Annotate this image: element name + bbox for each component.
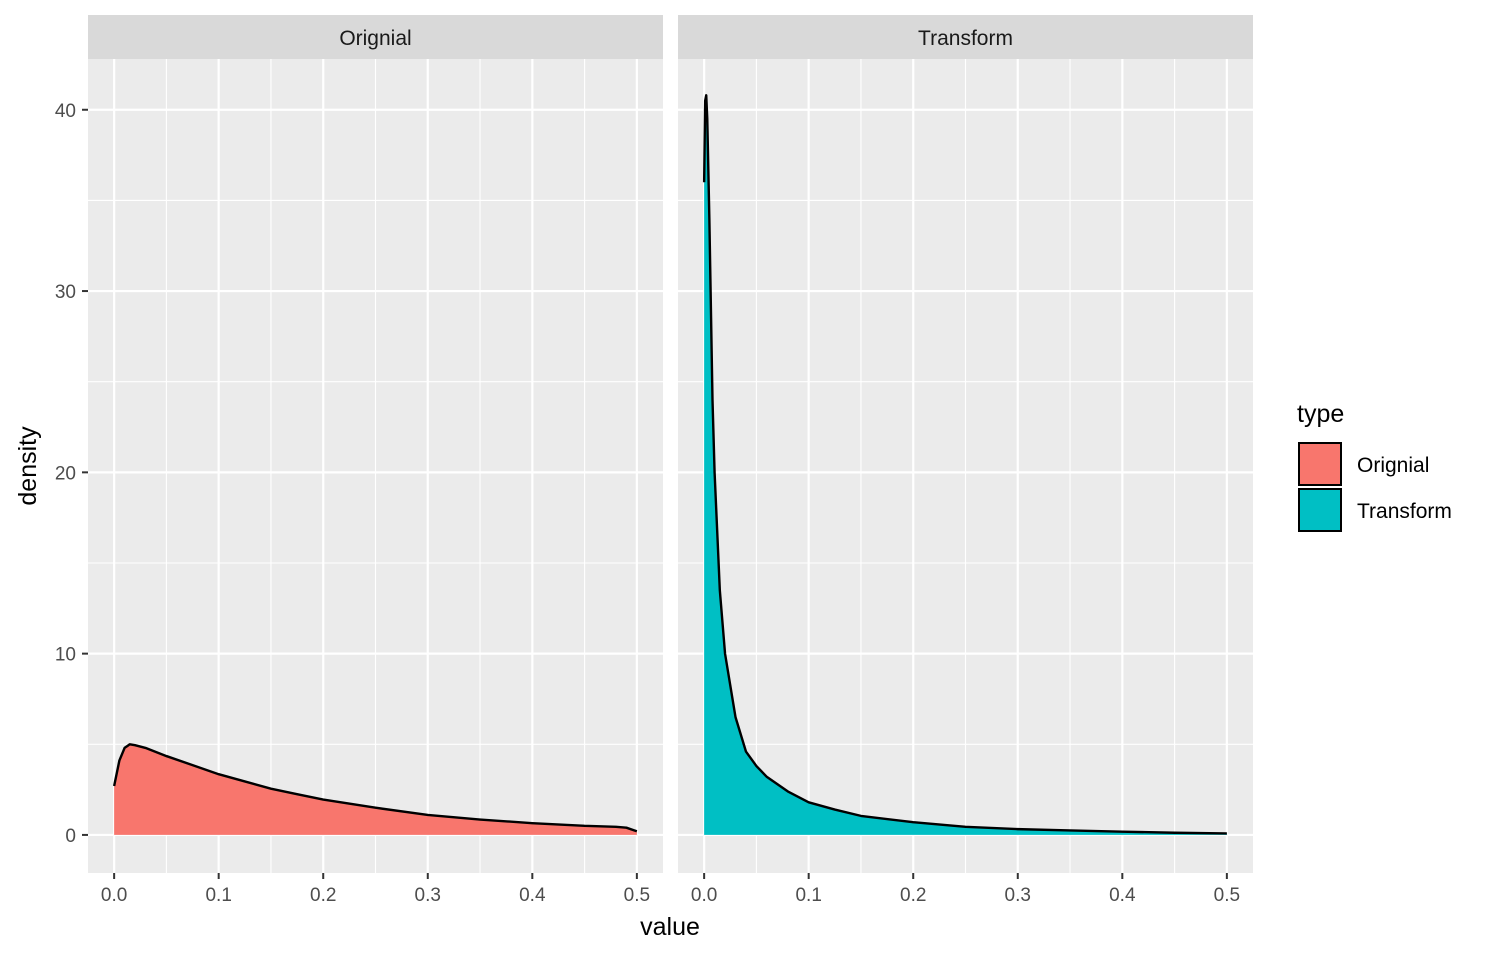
x-tick-label: 0.0	[691, 885, 717, 906]
strip-label: Orignial	[339, 27, 411, 50]
strip-background	[678, 15, 1253, 59]
density-outline	[702, 94, 1227, 835]
legend-item-orignial: Orignial	[1298, 442, 1429, 486]
x-tick-label: 0.4	[1109, 885, 1136, 906]
x-axis-orignial: 0.0 0.1 0.2 0.3 0.4 0.5	[101, 873, 650, 906]
strip-label: Transform	[918, 27, 1013, 50]
x-tick-label: 0.4	[519, 885, 546, 906]
x-tick-label: 0.2	[310, 885, 336, 906]
x-tick-label: 0.3	[1005, 885, 1031, 906]
strip-background	[88, 15, 663, 59]
x-tick-label: 0.2	[900, 885, 926, 906]
panel-orignial	[88, 59, 663, 873]
x-tick-label: 0.1	[795, 885, 821, 906]
y-axis-title: density	[14, 426, 42, 506]
legend-key	[1298, 442, 1342, 486]
x-tick-label: 0.5	[1214, 885, 1240, 906]
y-tick-label: 0	[65, 826, 76, 847]
x-axis-transform: 0.0 0.1 0.2 0.3 0.4 0.5	[691, 873, 1240, 906]
y-tick-label: 10	[55, 645, 76, 666]
y-tick-label: 30	[55, 282, 76, 303]
legend-title: type	[1297, 400, 1344, 428]
x-tick-label: 0.5	[624, 885, 650, 906]
legend: type Orignial Transform	[1297, 400, 1452, 532]
strip-transform: Transform	[678, 15, 1253, 59]
x-tick-label: 0.0	[101, 885, 127, 906]
density-outline	[112, 743, 638, 833]
x-axis-title: value	[640, 913, 700, 941]
legend-label: Transform	[1357, 500, 1452, 523]
y-tick-label: 40	[55, 101, 76, 122]
legend-key	[1298, 488, 1342, 532]
x-tick-label: 0.3	[415, 885, 441, 906]
legend-label: Orignial	[1357, 454, 1429, 477]
y-axis: 0 10 20 30 40	[55, 101, 88, 847]
density-area	[114, 744, 637, 835]
strip-orignial: Orignial	[88, 15, 663, 59]
panel-transform	[678, 59, 1253, 873]
x-tick-label: 0.1	[205, 885, 231, 906]
legend-item-transform: Transform	[1298, 488, 1452, 532]
y-tick-label: 20	[55, 463, 76, 484]
